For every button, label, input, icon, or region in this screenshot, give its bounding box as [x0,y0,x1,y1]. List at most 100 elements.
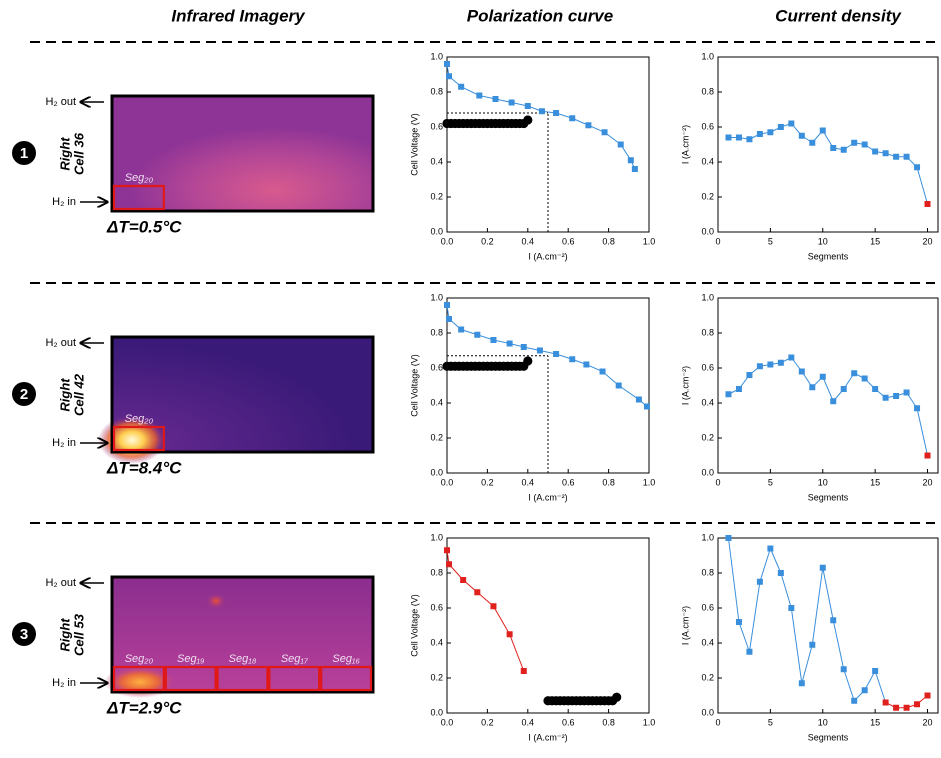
y-tick-label: 1.0 [701,292,714,302]
point [893,393,900,399]
point [798,680,805,687]
point [615,382,622,389]
y-tick-label: 0.6 [430,362,443,372]
delta-t: ΔT=8.4°C [106,458,182,477]
point [508,99,515,106]
cell-label: Cell 53 [71,613,86,656]
side-label: Right [57,137,72,171]
segment-box [164,665,217,692]
y-tick-label: 0.8 [701,567,714,577]
point [903,704,910,711]
point [520,344,527,350]
point [809,384,816,391]
line-segment [738,621,750,652]
y-tick-label: 0.6 [430,602,443,612]
segment-box [216,665,269,692]
point [798,368,805,375]
point [643,403,650,410]
y-tick-label: 0.0 [430,467,443,477]
x-tick-label: 10 [818,236,828,246]
point [914,164,921,171]
point [476,92,483,99]
point [520,668,527,674]
badge-label: 2 [20,386,28,403]
point [725,134,732,141]
point [735,619,742,625]
point [631,166,638,172]
y-tick-label: 0.8 [430,86,443,96]
line-segment [916,408,929,456]
point [830,398,837,405]
line-segment [843,669,855,701]
cell-label: Cell 42 [71,373,86,416]
badge [12,622,36,646]
x-axis-label: I (A.cm⁻²) [528,492,567,502]
y-axis-label: I (A.cm⁻²) [680,125,690,164]
point [506,631,513,638]
segment-label: Seg₁₆ [332,653,360,665]
line-segment [832,620,845,670]
delta-t: ΔT=2.9°C [106,698,182,717]
point [735,386,742,392]
x-tick-label: 10 [818,477,828,487]
y-tick-label: 0.4 [701,397,714,407]
point [553,110,560,116]
segment-box [268,665,321,692]
ir-frame [110,335,375,454]
point [506,340,513,347]
point [830,145,837,151]
point [893,704,900,711]
point [903,389,910,396]
point [458,326,465,333]
ir-image [112,96,373,211]
y-tick-label: 0.2 [701,432,714,442]
y-tick-label: 0.0 [701,707,714,717]
x-tick-label: 20 [923,236,933,246]
series-line [446,63,636,170]
x-tick-label: 0.4 [522,477,535,487]
point [746,648,753,655]
y-tick-label: 1.0 [430,532,443,542]
point [725,391,732,398]
line-segment [748,581,761,652]
point [524,103,531,109]
point [819,373,826,380]
point [809,139,816,146]
line-segment [727,537,740,623]
point [746,136,753,143]
point [851,697,858,704]
line-segment [822,567,834,621]
y-tick-label: 0.8 [701,327,714,337]
point [569,115,576,122]
point [538,108,545,115]
x-tick-label: 0.2 [481,236,494,246]
point [914,701,921,708]
x-tick-label: 0.0 [441,717,454,727]
y-tick-label: 0.6 [430,121,443,131]
point [882,394,889,401]
x-tick-label: 0 [715,236,720,246]
x-tick-label: 0.6 [562,236,575,246]
point [788,120,795,127]
x-tick-label: 0.8 [602,717,615,727]
line-segment [864,670,876,691]
point [735,134,742,141]
y-tick-label: 0.2 [430,191,443,201]
point [777,124,784,130]
point [490,337,497,343]
x-tick-label: 0.6 [562,477,575,487]
x-tick-label: 0.4 [522,717,535,727]
h2-in-label: H₂ in [52,437,76,449]
h2-out-label: H₂ out [45,577,76,589]
point [474,589,481,596]
point [458,83,465,90]
point [851,139,858,146]
point [840,666,847,673]
point [914,405,921,412]
x-axis-label: I (A.cm⁻²) [528,251,567,261]
cell-label: Cell 36 [71,132,86,175]
segment-label: Seg₂₀ [125,172,154,184]
x-tick-label: 0.4 [522,236,535,246]
segment-box [320,665,373,692]
segment-label: Seg₂₀ [125,653,154,665]
